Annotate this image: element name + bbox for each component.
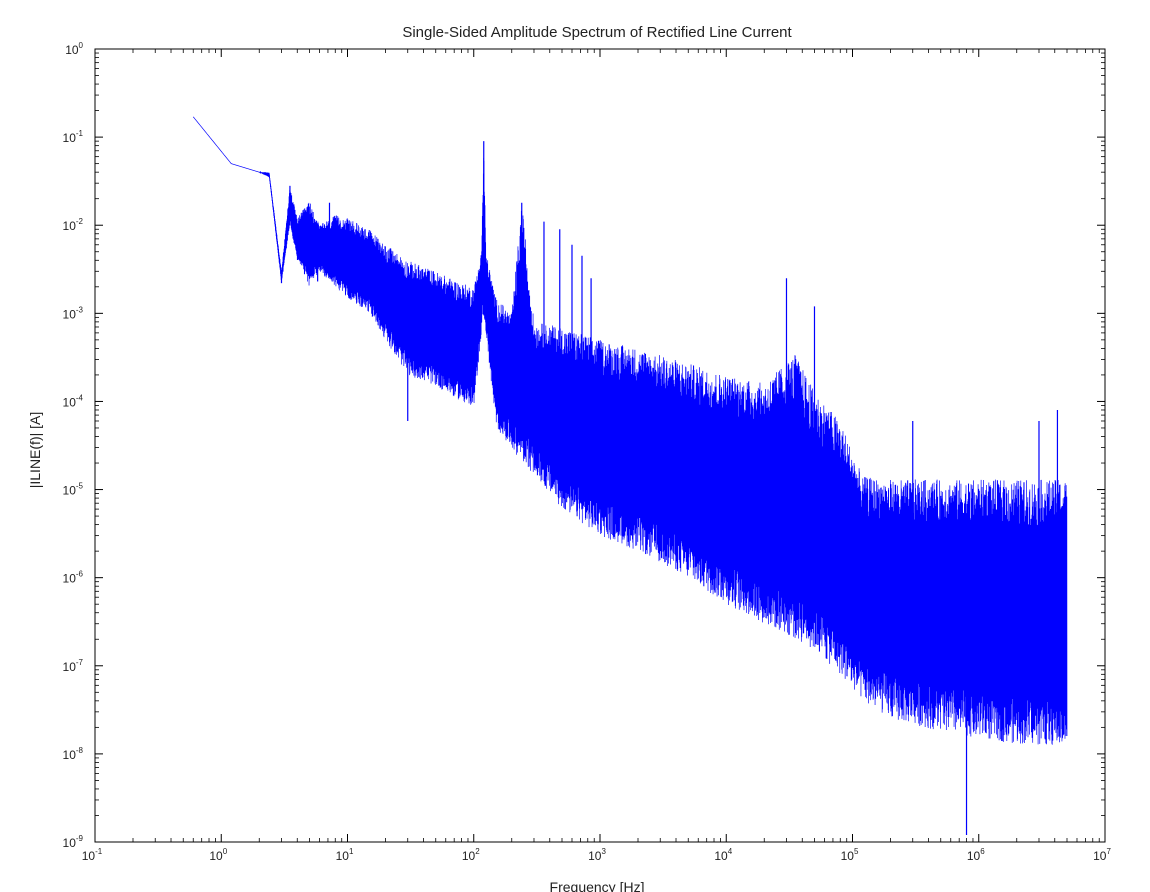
y-tick-label: 10-7 [63, 658, 84, 674]
chart-title: Single-Sided Amplitude Spectrum of Recti… [402, 24, 792, 41]
x-tick-label: 103 [588, 847, 606, 863]
y-tick-label: 10-2 [63, 217, 84, 233]
x-tick-label: 107 [1093, 847, 1111, 863]
y-tick-label: 10-1 [63, 129, 84, 145]
x-tick-label: 10-1 [82, 847, 103, 863]
y-tick-label: 10-3 [63, 305, 84, 321]
y-tick-label: 10-9 [63, 834, 84, 850]
x-tick-label: 101 [336, 847, 354, 863]
tick-layer: 10-1 100 101 102 103 104 105 106 107 100 10-1 10-2 1… [63, 41, 1112, 863]
y-tick-label: 100 [65, 41, 83, 57]
y-tick-label: 10-6 [63, 570, 84, 586]
x-tick-label: 100 [209, 847, 227, 863]
x-tick-label: 106 [967, 847, 985, 863]
x-axis-label: Frequency [Hz] [550, 879, 645, 892]
x-tick-label: 102 [462, 847, 480, 863]
data-layer [192, 116, 1068, 836]
y-tick-label: 10-5 [63, 482, 84, 498]
x-tick-label: 105 [841, 847, 859, 863]
y-tick-label: 10-8 [63, 746, 84, 762]
y-tick-label: 10-4 [63, 393, 84, 409]
series-line [192, 116, 1068, 745]
x-tick-label: 104 [714, 847, 732, 863]
y-axis-label: |ILINE(f)| [A] [27, 412, 43, 489]
plot-area-frame [94, 48, 1106, 843]
